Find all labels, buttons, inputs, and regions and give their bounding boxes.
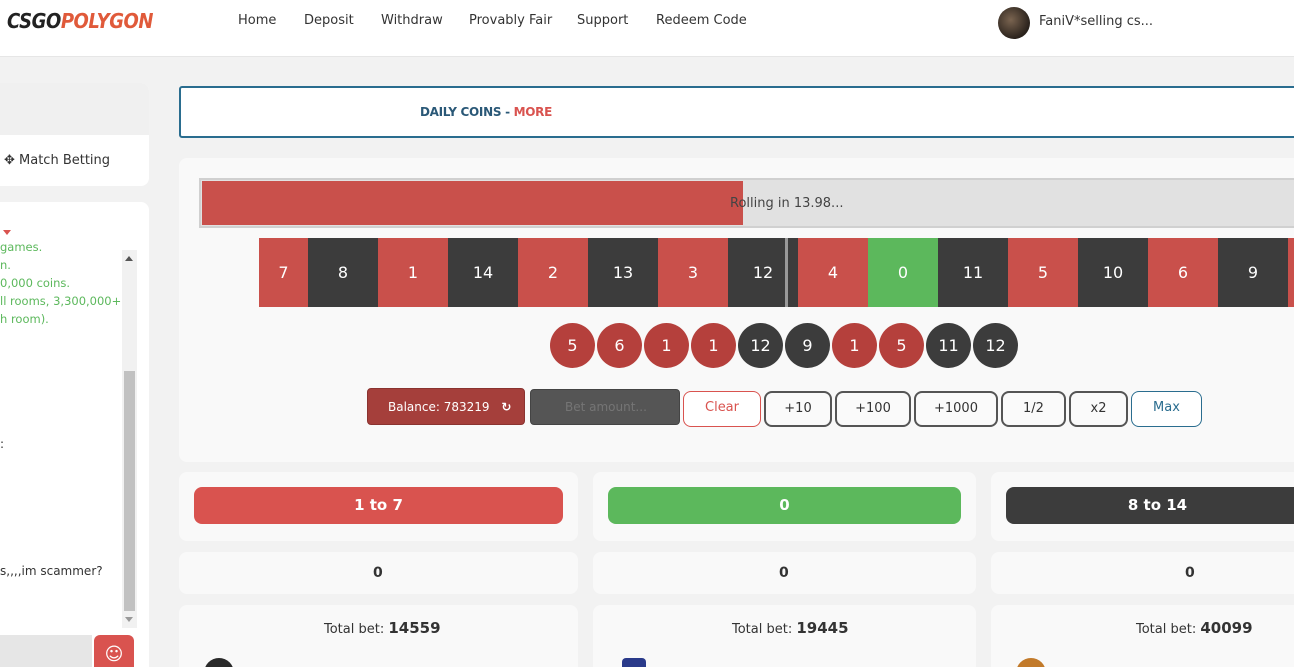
strip-cell: 2 bbox=[518, 238, 588, 307]
nav-redeem-code[interactable]: Redeem Code bbox=[656, 13, 747, 28]
chat-line: h room). bbox=[0, 312, 49, 326]
history-result: 6 bbox=[597, 323, 642, 368]
balance-label: Balance: 783219 bbox=[388, 400, 490, 414]
strip-cell: 11 bbox=[938, 238, 1008, 307]
logo-text-1: CSGO bbox=[7, 9, 61, 33]
daily-more-link[interactable]: MORE bbox=[513, 105, 553, 119]
bet-black-button[interactable]: 8 to 14 bbox=[1006, 487, 1294, 524]
scroll-up-icon[interactable] bbox=[125, 256, 133, 261]
my-bet-black: 0 bbox=[1185, 565, 1195, 581]
plus-1000-button[interactable]: +1000 bbox=[914, 391, 998, 427]
total-bet-label: Total bet: bbox=[324, 622, 389, 637]
strip-cell: 6 bbox=[1148, 238, 1218, 307]
bet-red-button[interactable]: 1 to 7 bbox=[194, 487, 563, 524]
history-result: 1 bbox=[691, 323, 736, 368]
player-avatar[interactable] bbox=[204, 658, 234, 667]
chat-line: : bbox=[0, 437, 5, 451]
sidebar-item-match-betting[interactable]: ✥ Match Betting bbox=[4, 153, 111, 168]
history-result: 1 bbox=[832, 323, 877, 368]
total-bet-red: Total bet: 14559 bbox=[324, 619, 441, 637]
history-result: 5 bbox=[550, 323, 595, 368]
players-green bbox=[593, 605, 976, 667]
chat-line: s,,,,im scammer? bbox=[0, 564, 103, 578]
my-bet-red: 0 bbox=[373, 565, 383, 581]
roll-progress-fill bbox=[202, 181, 743, 225]
logo-text-2: POLYGON bbox=[60, 9, 154, 33]
strip-cell: 4 bbox=[798, 238, 868, 307]
players-black bbox=[991, 605, 1294, 667]
site-logo[interactable]: CSGOPOLYGON bbox=[7, 9, 153, 33]
roll-status: Rolling in 13.98... bbox=[730, 196, 844, 211]
chat-line: games. bbox=[0, 240, 43, 254]
bet-green-button[interactable]: 0 bbox=[608, 487, 961, 524]
total-bet-value: 40099 bbox=[1200, 619, 1253, 637]
daily-coins-banner[interactable]: DAILY COINS - MORE bbox=[179, 86, 1294, 138]
plus-100-button[interactable]: +100 bbox=[835, 391, 911, 427]
user-avatar[interactable] bbox=[998, 7, 1030, 39]
roulette-strip: 7 8 1 14 2 13 3 12 4 0 11 5 10 6 9 bbox=[259, 238, 1294, 307]
refresh-icon[interactable]: ↻ bbox=[501, 400, 512, 414]
chat-line: n. bbox=[0, 258, 11, 272]
chevron-down-icon[interactable] bbox=[3, 230, 11, 235]
daily-coins-label: DAILY COINS bbox=[419, 105, 502, 119]
double-button[interactable]: x2 bbox=[1069, 391, 1128, 427]
player-avatar[interactable] bbox=[1016, 658, 1046, 667]
username[interactable]: FaniV*selling cs... bbox=[1039, 14, 1154, 29]
emoji-button[interactable]: ☺ bbox=[94, 635, 134, 667]
strip-cell: 0 bbox=[868, 238, 938, 307]
strip-cell: 7 bbox=[259, 238, 308, 307]
bet-amount-input[interactable] bbox=[530, 389, 680, 425]
history-result: 5 bbox=[879, 323, 924, 368]
daily-separator: - bbox=[501, 105, 514, 119]
history-result: 11 bbox=[926, 323, 971, 368]
strip-cell bbox=[1288, 238, 1294, 307]
top-header bbox=[0, 0, 1294, 57]
bet-black-label: 8 to 14 bbox=[1127, 496, 1188, 514]
nav-provably-fair[interactable]: Provably Fair bbox=[469, 13, 553, 28]
strip-cell: 1 bbox=[378, 238, 448, 307]
total-bet-green: Total bet: 19445 bbox=[732, 619, 849, 637]
strip-cell: 13 bbox=[588, 238, 658, 307]
nav-support[interactable]: Support bbox=[577, 13, 629, 28]
player-avatar[interactable] bbox=[622, 658, 646, 667]
total-bet-label: Total bet: bbox=[1136, 622, 1201, 637]
smiley-icon: ☺ bbox=[104, 644, 124, 665]
nav-home[interactable]: Home bbox=[238, 13, 277, 28]
total-bet-label: Total bet: bbox=[732, 622, 797, 637]
chat-line: ll rooms, 3,300,000+ bbox=[0, 294, 122, 308]
scroll-down-icon[interactable] bbox=[125, 617, 133, 622]
total-bet-value: 14559 bbox=[388, 619, 441, 637]
clear-button[interactable]: Clear bbox=[683, 391, 761, 427]
strip-cell: 5 bbox=[1008, 238, 1078, 307]
plus-10-button[interactable]: +10 bbox=[764, 391, 832, 427]
chat-scrollbar-thumb[interactable] bbox=[124, 371, 135, 611]
history-result: 1 bbox=[644, 323, 689, 368]
max-button[interactable]: Max bbox=[1131, 391, 1202, 427]
players-red bbox=[179, 605, 578, 667]
nav-deposit[interactable]: Deposit bbox=[304, 13, 354, 28]
my-bet-green: 0 bbox=[779, 565, 789, 581]
history-result: 12 bbox=[973, 323, 1018, 368]
total-bet-value: 19445 bbox=[796, 619, 849, 637]
strip-cell: 10 bbox=[1078, 238, 1148, 307]
strip-cell: 3 bbox=[658, 238, 728, 307]
history-result: 9 bbox=[785, 323, 830, 368]
half-button[interactable]: 1/2 bbox=[1001, 391, 1066, 427]
history-result: 12 bbox=[738, 323, 783, 368]
sidebar-menu bbox=[0, 83, 149, 186]
sidebar-menu-header bbox=[0, 83, 149, 135]
nav-withdraw[interactable]: Withdraw bbox=[381, 13, 443, 28]
amount-box-black bbox=[991, 552, 1294, 594]
strip-cell: 8 bbox=[308, 238, 378, 307]
amount-box-red bbox=[179, 552, 578, 594]
roulette-marker bbox=[785, 238, 788, 307]
chat-input[interactable] bbox=[0, 635, 92, 667]
chat-line: 0,000 coins. bbox=[0, 276, 71, 290]
total-bet-black: Total bet: 40099 bbox=[1136, 619, 1253, 637]
strip-cell: 14 bbox=[448, 238, 518, 307]
amount-box-green bbox=[593, 552, 976, 594]
balance-display[interactable]: Balance: 783219 ↻ bbox=[367, 388, 525, 425]
strip-cell: 9 bbox=[1218, 238, 1288, 307]
